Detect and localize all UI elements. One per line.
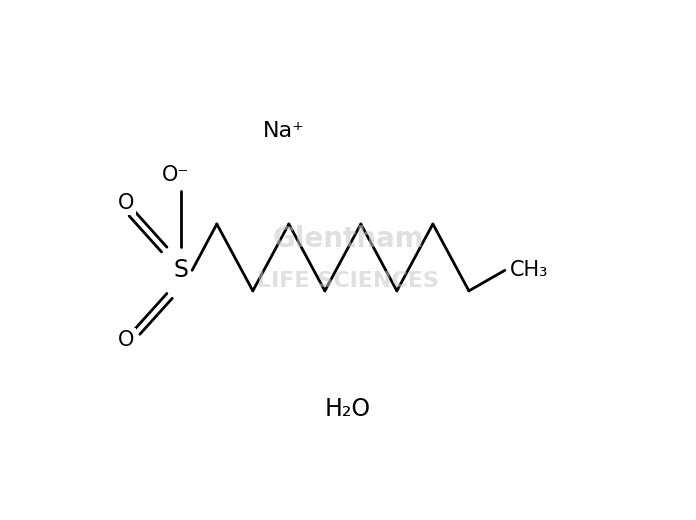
Text: CH₃: CH₃ [510,261,548,280]
Text: H₂O: H₂O [325,397,371,421]
Text: O: O [118,330,134,350]
Text: Glentham: Glentham [272,226,424,253]
Text: Na⁺: Na⁺ [263,121,305,141]
Text: LIFE SCIENCES: LIFE SCIENCES [257,270,439,291]
Text: O: O [118,193,134,213]
Text: O⁻: O⁻ [162,165,189,185]
Text: S: S [173,258,189,282]
